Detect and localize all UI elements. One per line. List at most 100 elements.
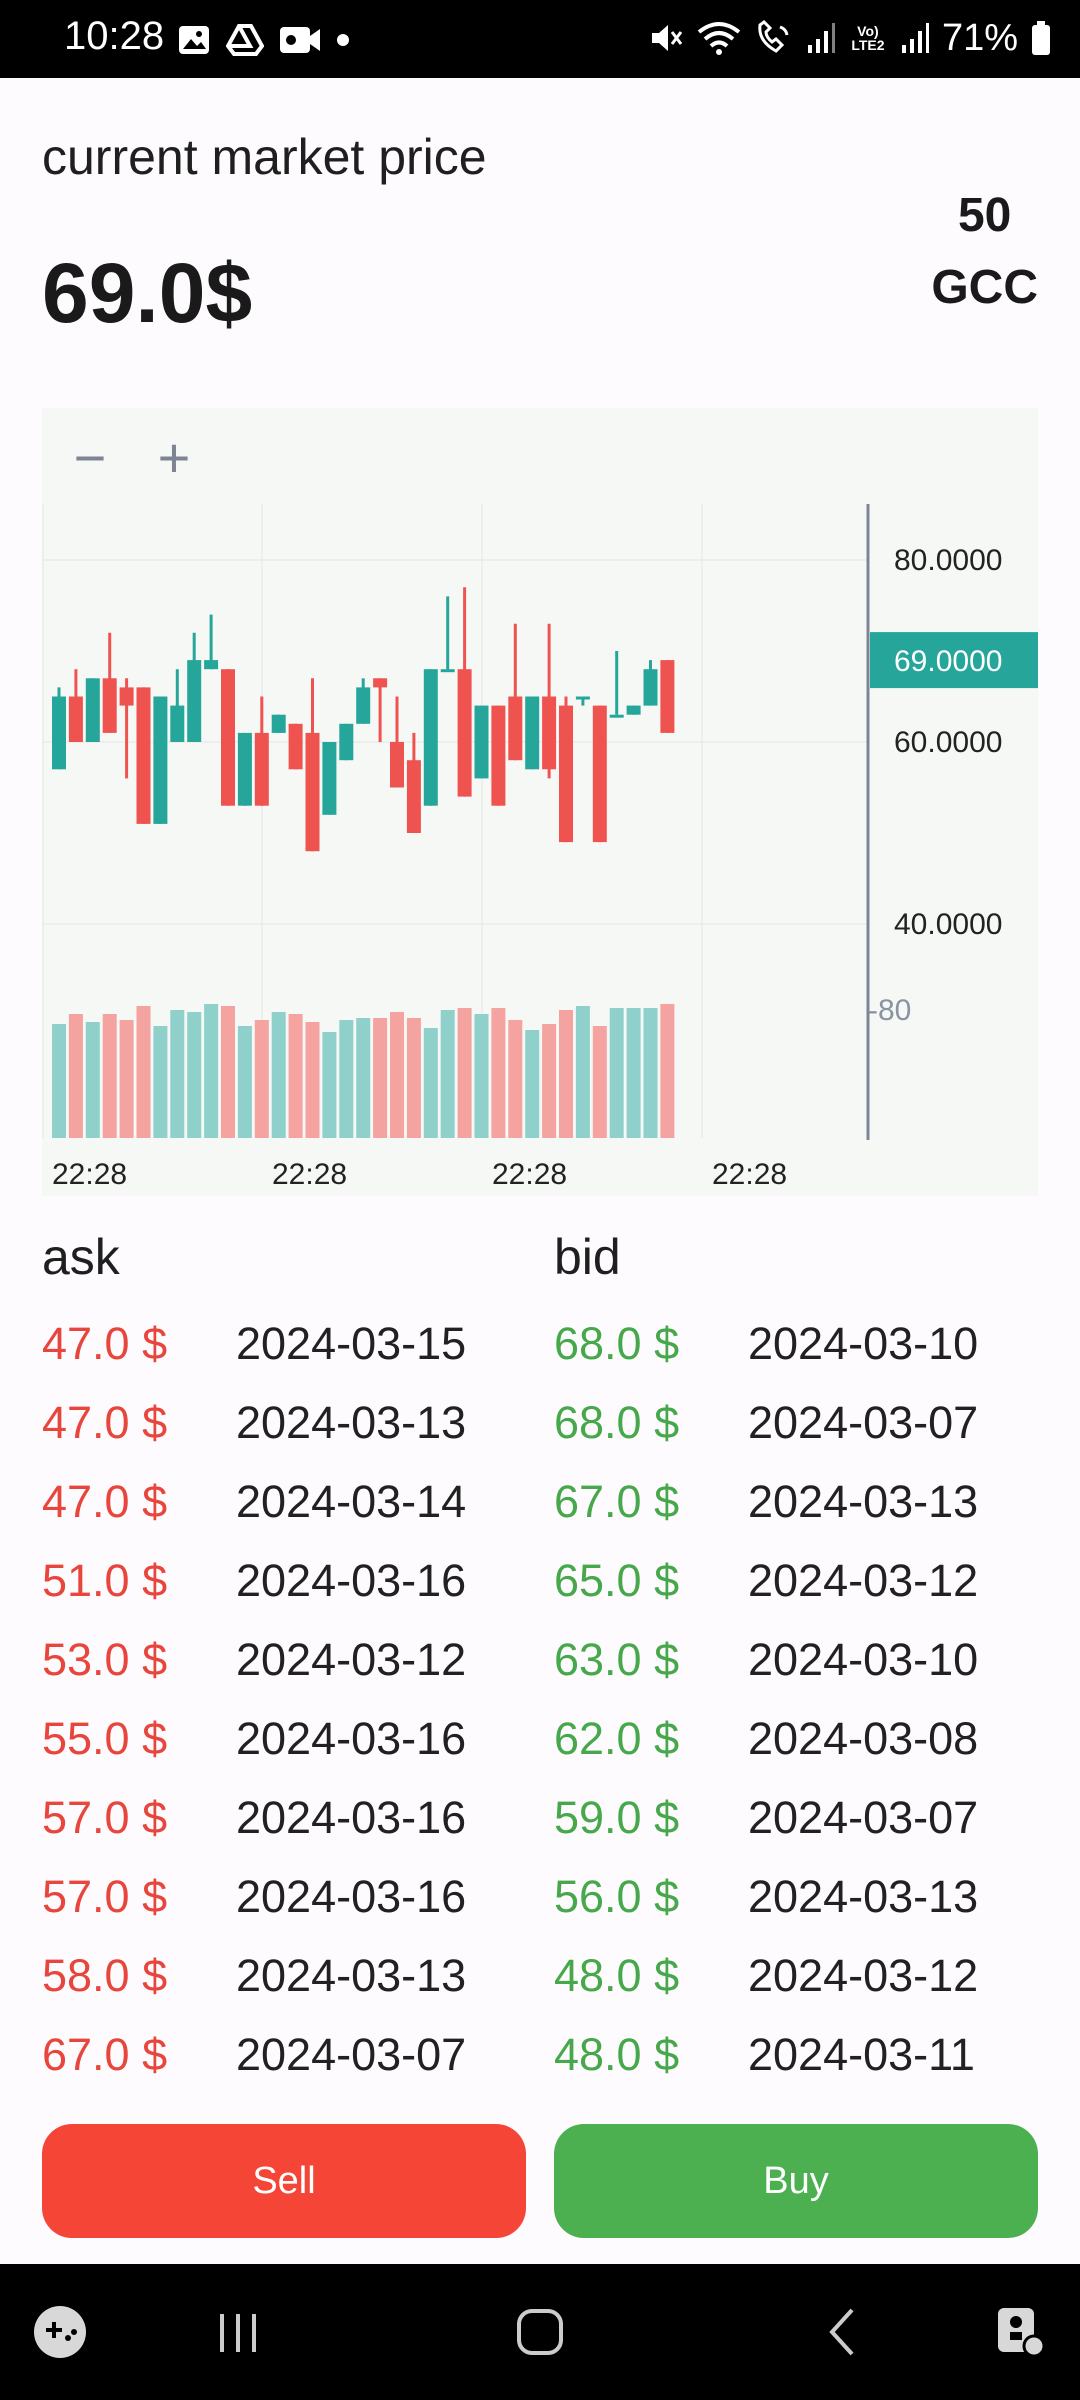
- call-icon: [758, 20, 789, 53]
- volume-bar: [592, 1026, 607, 1138]
- bid-row: 67.0 $ 2024-03-13: [554, 1462, 1034, 1541]
- gallery-icon: [179, 26, 209, 54]
- zoom-in-button[interactable]: +: [157, 426, 191, 489]
- candle-body: [592, 705, 607, 843]
- ask-row: 47.0 $ 2024-03-15: [42, 1304, 522, 1383]
- bid-date: 2024-03-10: [748, 1317, 979, 1369]
- volume-bar: [305, 1022, 320, 1138]
- assistant-button[interactable]: [990, 2264, 1050, 2400]
- bid-price: 67.0 $: [554, 1475, 680, 1527]
- candle-body: [170, 705, 185, 742]
- bid-price: 63.0 $: [554, 1633, 680, 1685]
- bid-price: 68.0 $: [554, 1317, 680, 1369]
- holding-info: 50 GCC: [931, 180, 1038, 324]
- candle-body: [68, 696, 83, 742]
- market-price-value: 69.0$: [42, 246, 253, 340]
- volume-bar: [575, 1006, 590, 1138]
- volume-bar: [102, 1014, 117, 1138]
- ask-row: 53.0 $ 2024-03-12: [42, 1620, 522, 1699]
- bid-date: 2024-03-10: [748, 1633, 979, 1685]
- volume-bar: [356, 1018, 371, 1138]
- bid-list: 68.0 $ 2024-03-10 68.0 $ 2024-03-07 67.0 $ 20…: [554, 1304, 1034, 2094]
- bid-title: bid: [554, 1229, 621, 1285]
- candle-body: [390, 742, 404, 788]
- volume-bar: [626, 1008, 641, 1138]
- bid-row: 65.0 $ 2024-03-12: [554, 1541, 1034, 1620]
- y-tick-label: 60.0000: [894, 726, 1002, 759]
- ask-price: 67.0 $: [42, 2028, 168, 2080]
- ask-date: 2024-03-13: [236, 1949, 467, 2001]
- ask-price: 47.0 $: [42, 1396, 168, 1448]
- candle-body: [660, 660, 675, 733]
- x-tick-label: 22:28: [492, 1158, 567, 1191]
- current-price-tag: [870, 632, 1038, 689]
- ask-row: 58.0 $ 2024-03-13: [42, 1936, 522, 2015]
- volume-bar: [525, 1030, 540, 1138]
- candle-body: [102, 678, 117, 733]
- battery-percent: 71%: [941, 16, 1018, 59]
- volume-bar: [508, 1020, 523, 1138]
- ask-date: 2024-03-12: [236, 1633, 467, 1685]
- candle-body: [356, 687, 371, 724]
- candle-body: [457, 669, 472, 797]
- candle-body: [119, 687, 134, 706]
- ask-date: 2024-03-14: [236, 1475, 467, 1527]
- ask-row: 55.0 $ 2024-03-16: [42, 1699, 522, 1778]
- ask-date: 2024-03-16: [236, 1712, 467, 1764]
- volume-bar: [390, 1012, 404, 1138]
- navigation-bar: [0, 2264, 1080, 2400]
- dot-icon: [337, 34, 349, 46]
- bid-row: 48.0 $ 2024-03-12: [554, 1936, 1034, 2015]
- bid-price: 65.0 $: [554, 1554, 680, 1606]
- ask-row: 57.0 $ 2024-03-16: [42, 1778, 522, 1857]
- candle-body: [322, 742, 337, 815]
- ask-price: 57.0 $: [42, 1870, 168, 1922]
- bid-price: 56.0 $: [554, 1870, 680, 1922]
- candle-body: [136, 687, 151, 824]
- zoom-out-button[interactable]: −: [73, 426, 107, 489]
- bid-price: 48.0 $: [554, 2028, 680, 2080]
- candle-body: [575, 696, 590, 700]
- game-launcher-button[interactable]: [30, 2264, 90, 2400]
- candlestick-chart: 80.0000 60.0000 40.0000 69.0000 -80 22:28 22:2…: [42, 504, 1038, 1191]
- system-icons: Vo) LTE2 71%: [648, 16, 1052, 60]
- candle-body: [271, 714, 286, 733]
- volume-bar: [288, 1014, 303, 1138]
- candle-body: [508, 696, 523, 761]
- ask-date: 2024-03-07: [236, 2028, 467, 2080]
- candle-body: [643, 669, 658, 706]
- recents-button[interactable]: [208, 2264, 268, 2400]
- bid-date: 2024-03-12: [748, 1949, 979, 2001]
- bid-date: 2024-03-13: [748, 1870, 979, 1922]
- ask-row: 47.0 $ 2024-03-14: [42, 1462, 522, 1541]
- back-button[interactable]: [812, 2264, 872, 2400]
- candle-body: [423, 669, 438, 806]
- sell-button[interactable]: Sell: [42, 2124, 526, 2238]
- home-icon: [517, 2309, 563, 2355]
- volume-bar: [52, 1024, 66, 1138]
- buy-button[interactable]: Buy: [554, 2124, 1038, 2238]
- candle-body: [153, 696, 168, 824]
- bid-row: 56.0 $ 2024-03-13: [554, 1857, 1034, 1936]
- volume-bar: [322, 1032, 337, 1138]
- bid-price: 68.0 $: [554, 1396, 680, 1448]
- price-chart[interactable]: − + 80.0000 60.0000 40.0000 69.0000 -80 22:28…: [42, 408, 1038, 1196]
- notification-icons: [176, 20, 350, 60]
- bid-row: 63.0 $ 2024-03-10: [554, 1620, 1034, 1699]
- volume-bar: [68, 1014, 83, 1138]
- bid-row: 59.0 $ 2024-03-07: [554, 1778, 1034, 1857]
- ask-row: 67.0 $ 2024-03-07: [42, 2015, 522, 2094]
- mute-icon: [651, 25, 683, 51]
- volume-bar: [491, 1008, 506, 1138]
- holding-unit: GCC: [931, 261, 1038, 314]
- bid-date: 2024-03-13: [748, 1475, 979, 1527]
- volume-bar: [609, 1008, 624, 1138]
- candle-body: [406, 760, 421, 833]
- clock: 10:28: [64, 14, 165, 58]
- candle-body: [339, 723, 354, 761]
- holding-amount: 50: [957, 189, 1012, 242]
- home-button[interactable]: [510, 2264, 570, 2400]
- volume-bar: [204, 1004, 219, 1138]
- ask-date: 2024-03-13: [236, 1396, 467, 1448]
- battery-icon: [1032, 21, 1050, 55]
